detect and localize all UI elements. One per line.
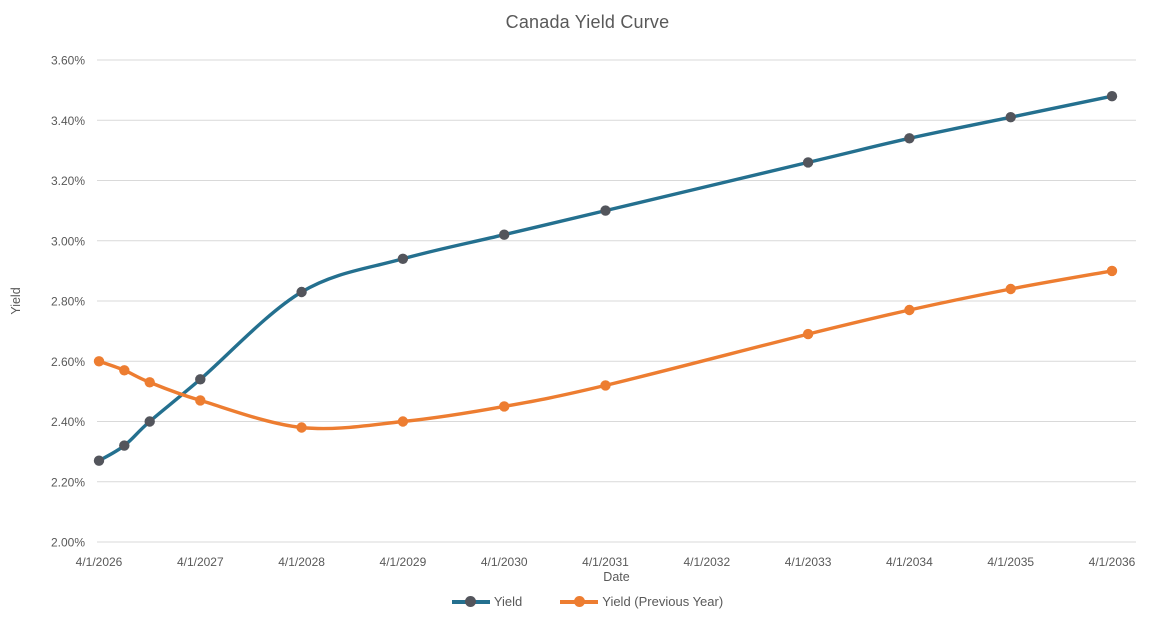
series-marker-1 — [93, 356, 105, 367]
series-marker-1 — [296, 422, 307, 433]
x-tick-label: 4/1/2034 — [886, 555, 933, 569]
series-marker-1 — [499, 401, 510, 412]
series-marker-0 — [296, 286, 307, 298]
x-tick-label: 4/1/2031 — [582, 555, 629, 569]
series-marker-0 — [397, 253, 409, 264]
series-marker-0 — [1106, 91, 1118, 102]
series-line-0 — [97, 94, 1114, 463]
y-tick-label: 2.40% — [51, 415, 85, 429]
y-tick-label: 2.80% — [51, 295, 85, 309]
series-marker-0 — [600, 205, 611, 216]
x-tick-label: 4/1/2028 — [278, 555, 325, 569]
series-marker-1 — [1106, 265, 1118, 277]
x-tick-label: 4/1/2026 — [76, 555, 123, 569]
series-marker-1 — [1005, 283, 1016, 295]
series-marker-0 — [144, 416, 155, 427]
y-tick-label: 3.00% — [51, 234, 85, 248]
series-marker-1 — [904, 304, 915, 316]
series-marker-0 — [119, 440, 130, 451]
x-tick-label: 4/1/2030 — [481, 555, 528, 569]
x-tick-label: 4/1/2027 — [177, 555, 224, 569]
series-marker-0 — [802, 157, 814, 168]
legend: Yield Yield (Previous Year) — [0, 594, 1175, 609]
y-tick-label: 3.60% — [51, 54, 85, 68]
y-tick-label: 3.40% — [51, 114, 85, 128]
series-marker-1 — [119, 365, 130, 376]
x-tick-label: 4/1/2029 — [380, 555, 427, 569]
legend-item-yield-previous-year: Yield (Previous Year) — [560, 594, 723, 609]
legend-item-yield: Yield — [451, 594, 523, 609]
y-tick-label: 2.60% — [51, 355, 85, 369]
y-axis-title: Yield — [9, 287, 23, 315]
y-tick-label: 2.20% — [51, 475, 85, 489]
yield-previous-year-series-swatch-icon — [560, 596, 599, 608]
x-tick-label: 4/1/2032 — [683, 555, 730, 569]
series-marker-0 — [93, 455, 105, 466]
series-marker-0 — [195, 374, 206, 385]
series-marker-1 — [195, 395, 206, 406]
y-tick-label: 2.00% — [51, 536, 85, 550]
x-tick-label: 4/1/2035 — [987, 555, 1034, 569]
series-marker-0 — [499, 229, 510, 240]
y-tick-label: 3.20% — [51, 174, 85, 188]
series-line-1 — [97, 269, 1114, 431]
series-marker-1 — [144, 377, 155, 388]
series-marker-1 — [802, 328, 814, 340]
x-tick-label: 4/1/2033 — [785, 555, 832, 569]
legend-label-yield-previous-year: Yield (Previous Year) — [602, 594, 724, 609]
chart-title: Canada Yield Curve — [505, 12, 670, 32]
x-axis-title: Date — [603, 570, 630, 584]
series-marker-1 — [600, 380, 611, 391]
series-marker-0 — [904, 133, 915, 144]
series-marker-1 — [397, 416, 409, 427]
yield-series-swatch-icon — [451, 596, 490, 608]
legend-label-yield: Yield — [493, 594, 523, 609]
series-marker-0 — [1005, 112, 1016, 123]
x-tick-label: 4/1/2036 — [1089, 555, 1136, 569]
